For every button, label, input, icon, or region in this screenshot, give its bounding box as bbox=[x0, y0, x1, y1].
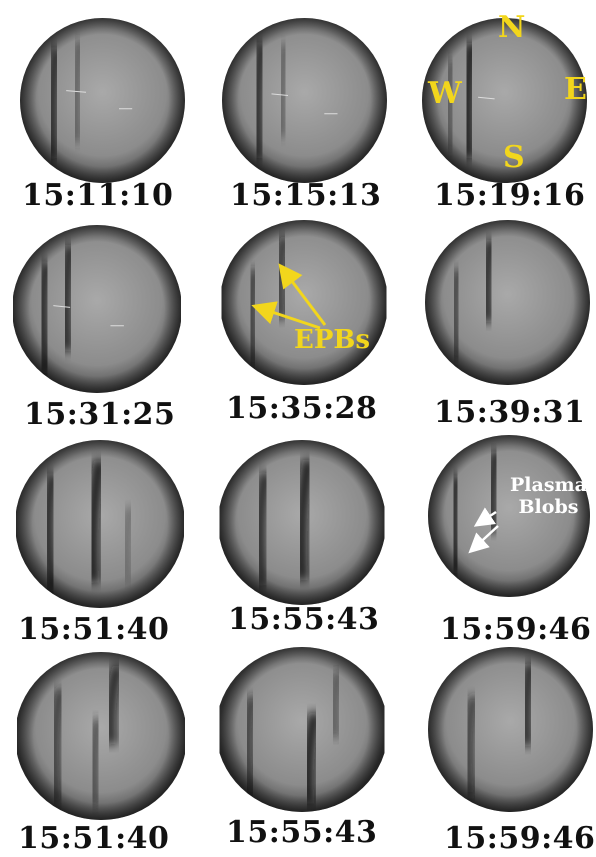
plasma-blobs-annotation: Plasma Blobs bbox=[510, 474, 587, 518]
timestamp-label: 15:59:46 bbox=[440, 612, 592, 647]
timestamp-label: 15:51:40 bbox=[18, 612, 170, 647]
panel-5: EPBs 15:35:28 bbox=[200, 215, 400, 430]
allsky-image bbox=[220, 220, 388, 385]
panel-1: 15:11:10 bbox=[0, 0, 200, 215]
panel-3: N W E S 15:19:16 bbox=[400, 0, 596, 215]
timestamp-label: 15:15:13 bbox=[230, 178, 382, 213]
timestamp-label: 15:11:10 bbox=[22, 178, 174, 213]
timestamp-label: 15:51:40 bbox=[18, 821, 170, 856]
allsky-image bbox=[15, 652, 187, 820]
compass-south-label: S bbox=[503, 140, 525, 175]
epbs-annotation: EPBs bbox=[294, 325, 370, 355]
compass-north-label: N bbox=[498, 10, 526, 45]
allsky-image bbox=[422, 18, 587, 183]
allsky-image bbox=[15, 440, 185, 608]
panel-7: 15:51:40 bbox=[0, 430, 200, 647]
timestamp-label: 15:35:28 bbox=[226, 391, 378, 426]
plasma-label: Plasma bbox=[510, 474, 587, 496]
allsky-image bbox=[12, 225, 182, 393]
panel-12: 15:59:46 bbox=[400, 645, 596, 857]
panel-11: 15:55:43 bbox=[200, 645, 400, 857]
panel-6: 15:39:31 bbox=[400, 215, 596, 430]
allsky-image bbox=[425, 220, 590, 385]
panel-9: Plasma Blobs 15:59:46 bbox=[400, 430, 596, 647]
timestamp-label: 15:31:25 bbox=[24, 397, 176, 432]
allsky-image bbox=[216, 647, 388, 812]
panel-4: 15:31:25 bbox=[0, 215, 200, 432]
allsky-image bbox=[222, 18, 387, 183]
timestamp-label: 15:55:43 bbox=[228, 602, 380, 637]
panel-2: 15:15:13 bbox=[200, 0, 400, 215]
timestamp-label: 15:55:43 bbox=[226, 815, 378, 850]
compass-west-label: W bbox=[428, 76, 462, 111]
allsky-image bbox=[218, 440, 386, 605]
timestamp-label: 15:59:46 bbox=[444, 821, 596, 856]
panel-8: 15:55:43 bbox=[200, 430, 400, 645]
panel-10: 15:51:40 bbox=[0, 645, 200, 857]
blobs-label: Blobs bbox=[518, 496, 579, 518]
allsky-image bbox=[20, 18, 185, 183]
compass-east-label: E bbox=[564, 72, 587, 107]
timestamp-label: 15:19:16 bbox=[434, 178, 586, 213]
allsky-image bbox=[428, 647, 593, 812]
timestamp-label: 15:39:31 bbox=[434, 395, 586, 430]
